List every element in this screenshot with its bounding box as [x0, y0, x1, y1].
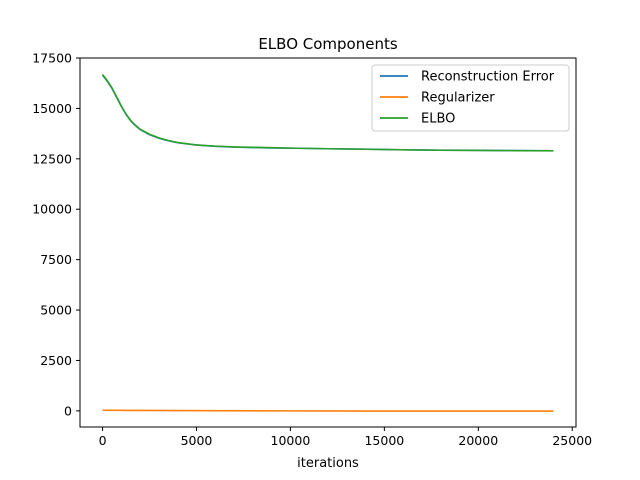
y-tick-label: 7500	[40, 252, 72, 267]
y-tick-label: 17500	[32, 51, 72, 66]
legend-entries: Reconstruction Error Regularizer ELBO	[380, 70, 555, 127]
series-line-elbo	[101, 74, 554, 152]
x-tick-label: 5000	[181, 433, 213, 448]
x-tick-label: 25000	[552, 433, 592, 448]
legend: Reconstruction Error Regularizer ELBO	[371, 64, 570, 132]
chart-title: ELBO Components	[258, 35, 398, 53]
legend-label-elbo: ELBO	[421, 112, 455, 127]
legend-label-reconstruction-error: Reconstruction Error	[421, 70, 555, 85]
legend-label-regularizer: Regularizer	[421, 91, 495, 106]
x-axis-label: iterations	[297, 456, 359, 471]
plot-frame	[79, 57, 577, 428]
series-lines	[101, 74, 554, 412]
y-tick-label: 10000	[32, 202, 72, 217]
y-tick-label: 15000	[32, 101, 72, 116]
x-axis-ticks: 0 5000 10000 15000 20000 25000	[99, 427, 592, 448]
y-tick-label: 2500	[40, 353, 72, 368]
x-tick-label: 15000	[364, 433, 404, 448]
y-tick-label: 5000	[40, 303, 72, 318]
y-axis-ticks: 0 2500 5000 7500 10000 12500 15000 17500	[32, 51, 80, 418]
y-tick-label: 0	[64, 403, 72, 418]
y-tick-label: 12500	[32, 151, 72, 166]
x-tick-label: 0	[99, 433, 107, 448]
x-tick-label: 20000	[458, 433, 498, 448]
legend-box	[371, 64, 570, 132]
x-tick-label: 10000	[271, 433, 311, 448]
series-line-regularizer	[102, 409, 554, 412]
